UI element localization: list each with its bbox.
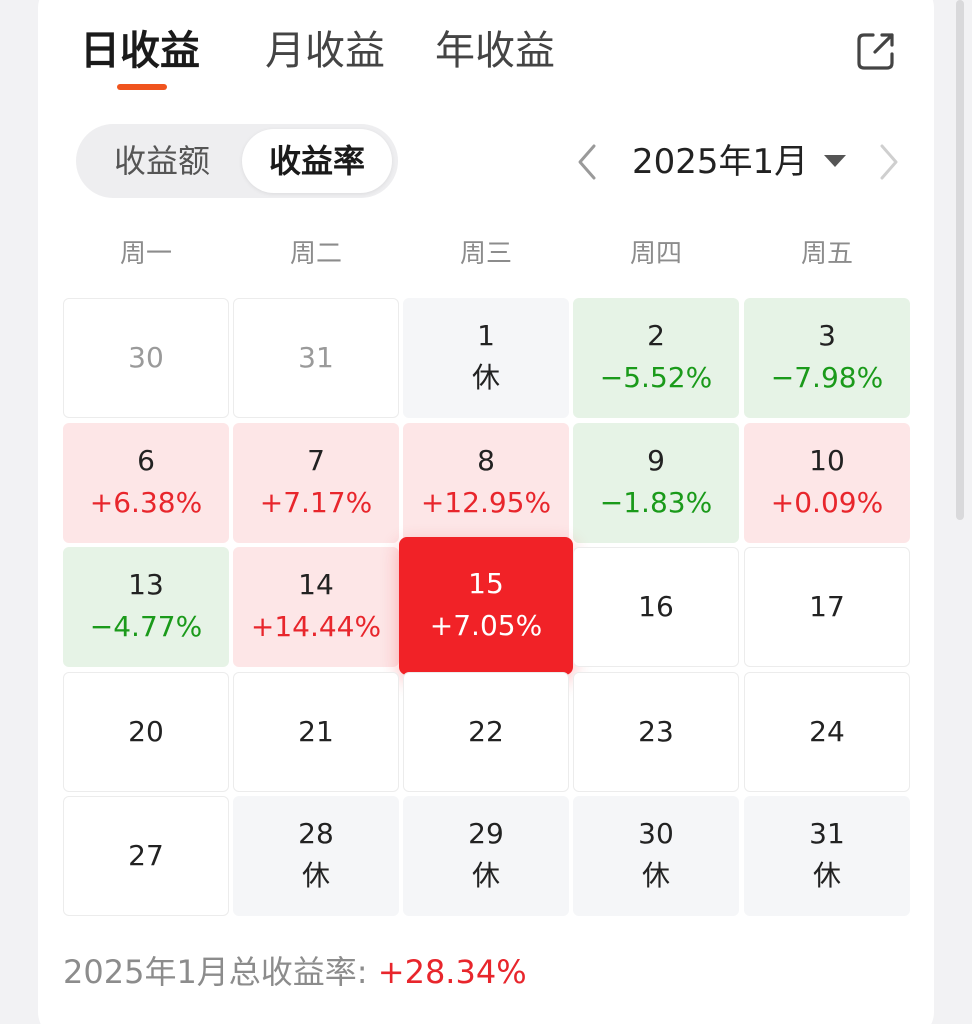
weekday-label: 周五 [800, 239, 853, 269]
daily-rate: −1.83% [599, 486, 713, 519]
calendar-day-cell[interactable]: 29 休 [403, 796, 569, 916]
day-number: 16 [638, 590, 674, 623]
tab-daily-earnings[interactable]: 日收益 [80, 28, 200, 74]
chevron-right-icon[interactable] [874, 140, 904, 184]
holiday-label: 休 [812, 859, 841, 892]
scrollbar[interactable] [956, 0, 964, 520]
calendar-day-cell[interactable]: 20 [63, 672, 229, 792]
weekday-label: 周二 [289, 239, 342, 269]
holiday-label: 休 [301, 859, 330, 892]
daily-rate: +12.95% [420, 486, 552, 519]
day-number: 14 [298, 568, 334, 601]
calendar-day-cell[interactable]: 30 休 [573, 796, 739, 916]
calendar-day-cell[interactable]: 31 [233, 298, 399, 418]
calendar-day-cell[interactable]: 3 −7.98% [744, 298, 910, 418]
day-number: 8 [477, 444, 495, 477]
calendar-day-cell[interactable]: 6 +6.38% [63, 423, 229, 543]
calendar-day-cell[interactable]: 28 休 [233, 796, 399, 916]
day-number: 6 [137, 444, 155, 477]
calendar-day-cell[interactable]: 15 +7.05% [399, 537, 573, 675]
day-number: 23 [638, 715, 674, 748]
day-number: 20 [128, 715, 164, 748]
share-icon[interactable] [853, 28, 899, 74]
chevron-left-icon[interactable] [572, 140, 602, 184]
day-number: 1 [477, 319, 495, 352]
calendar-day-cell[interactable]: 14 +14.44% [233, 547, 399, 667]
daily-rate: +7.05% [429, 609, 543, 642]
daily-rate: −4.77% [89, 610, 203, 643]
daily-rate: +6.38% [89, 486, 203, 519]
calendar-day-cell[interactable]: 22 [403, 672, 569, 792]
monthly-total: 2025年1月总收益率: +28.34% [63, 948, 527, 996]
day-number: 31 [298, 341, 334, 374]
day-number: 21 [298, 715, 334, 748]
day-number: 22 [468, 715, 504, 748]
calendar-day-cell[interactable]: 10 +0.09% [744, 423, 910, 543]
weekday-label: 周三 [459, 239, 512, 269]
daily-rate: −7.98% [770, 361, 884, 394]
holiday-label: 休 [471, 859, 500, 892]
monthly-total-value: +28.34% [377, 953, 527, 991]
month-label[interactable]: 2025年1月 [632, 142, 809, 182]
daily-rate: +14.44% [250, 610, 382, 643]
triangle-down-icon[interactable] [822, 152, 848, 170]
day-number: 30 [638, 817, 674, 850]
active-tab-indicator [117, 84, 167, 90]
holiday-label: 休 [471, 361, 500, 394]
day-number: 9 [647, 444, 665, 477]
day-number: 27 [128, 839, 164, 872]
daily-rate: +0.09% [770, 486, 884, 519]
calendar-day-cell[interactable]: 31 休 [744, 796, 910, 916]
tab-yearly-earnings[interactable]: 年收益 [435, 28, 555, 74]
day-number: 10 [809, 444, 845, 477]
day-number: 24 [809, 715, 845, 748]
calendar-day-cell[interactable]: 16 [573, 547, 739, 667]
calendar-day-cell[interactable]: 30 [63, 298, 229, 418]
day-number: 2 [647, 319, 665, 352]
day-number: 28 [298, 817, 334, 850]
day-number: 7 [307, 444, 325, 477]
tab-monthly-earnings[interactable]: 月收益 [265, 28, 385, 74]
calendar-day-cell[interactable]: 2 −5.52% [573, 298, 739, 418]
weekday-label: 周一 [119, 239, 172, 269]
calendar-day-cell[interactable]: 13 −4.77% [63, 547, 229, 667]
weekday-label: 周四 [629, 239, 682, 269]
daily-rate: +7.17% [259, 486, 373, 519]
earnings-rate-option[interactable]: 收益率 [242, 129, 392, 193]
day-number: 15 [468, 567, 504, 600]
metric-switch: 收益额 收益率 [76, 124, 398, 198]
day-number: 30 [128, 341, 164, 374]
calendar-day-cell[interactable]: 27 [63, 796, 229, 916]
calendar-day-cell[interactable]: 8 +12.95% [403, 423, 569, 543]
day-number: 13 [128, 568, 164, 601]
calendar-day-cell[interactable]: 9 −1.83% [573, 423, 739, 543]
day-number: 29 [468, 817, 504, 850]
monthly-total-label: 2025年1月总收益率: [63, 953, 378, 991]
calendar-day-cell[interactable]: 24 [744, 672, 910, 792]
day-number: 17 [809, 590, 845, 623]
day-number: 3 [818, 319, 836, 352]
calendar-day-cell[interactable]: 23 [573, 672, 739, 792]
calendar-day-cell[interactable]: 7 +7.17% [233, 423, 399, 543]
daily-rate: −5.52% [599, 361, 713, 394]
holiday-label: 休 [641, 859, 670, 892]
calendar-day-cell[interactable]: 17 [744, 547, 910, 667]
earnings-amount-option[interactable]: 收益额 [113, 142, 210, 180]
day-number: 31 [809, 817, 845, 850]
calendar-day-cell[interactable]: 21 [233, 672, 399, 792]
